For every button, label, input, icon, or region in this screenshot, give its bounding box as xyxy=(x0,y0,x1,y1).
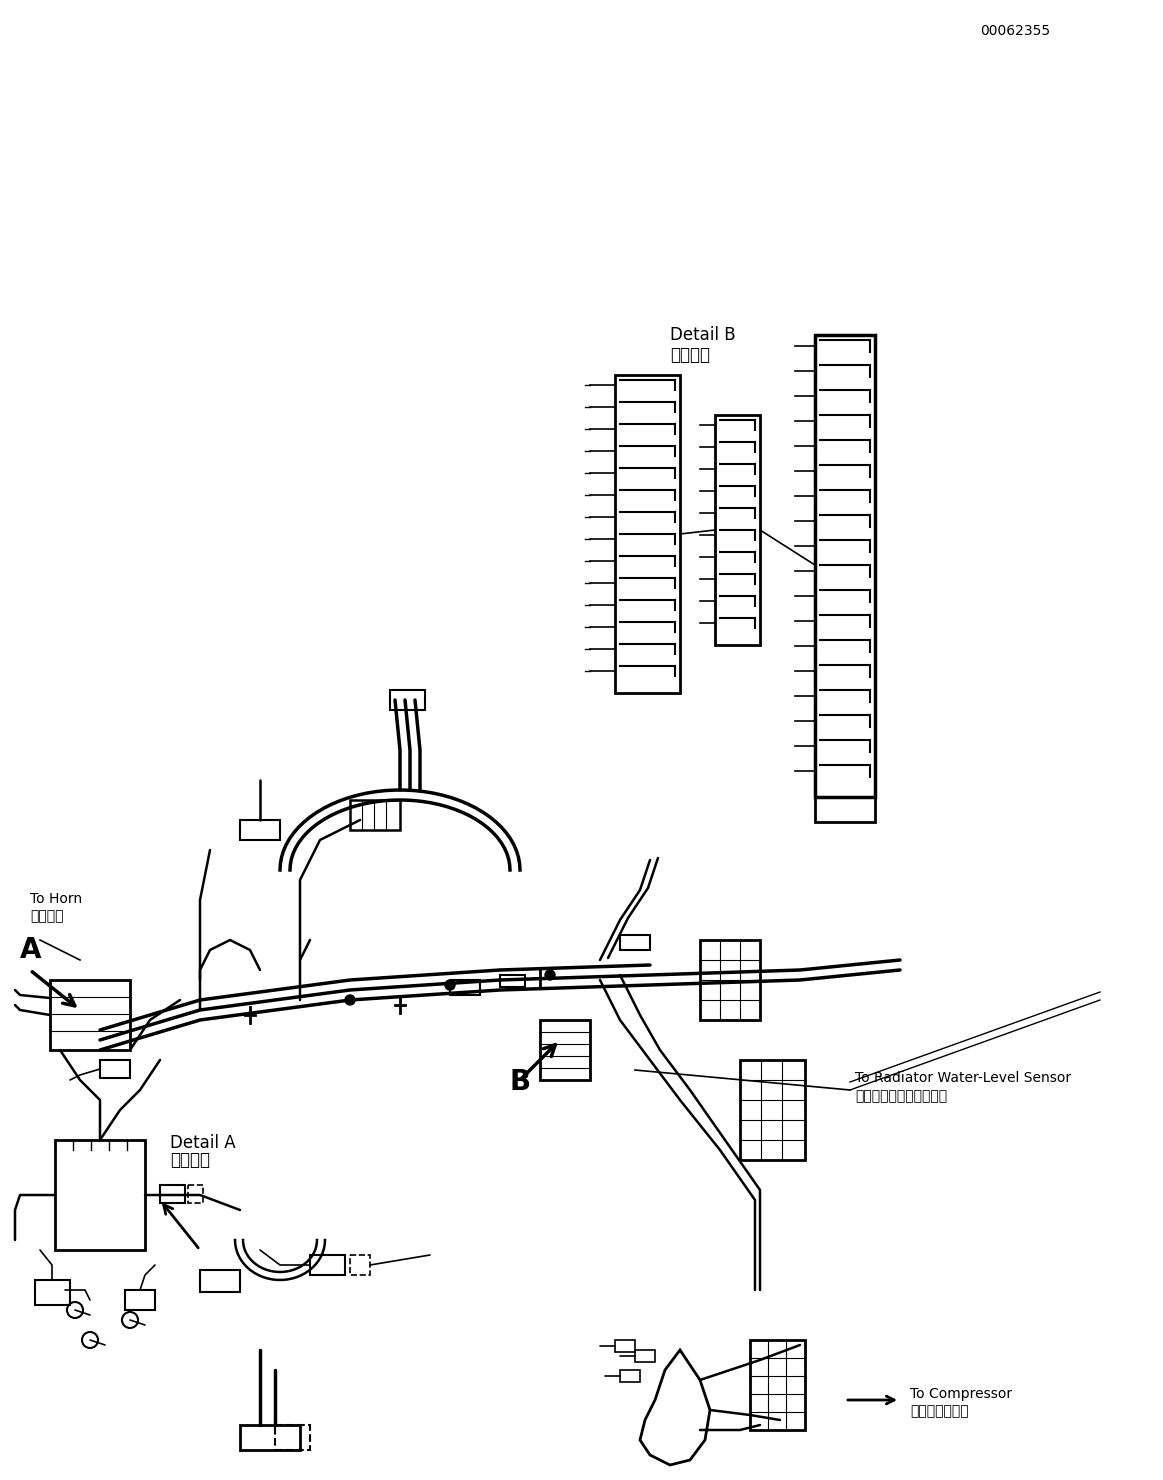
Text: To Compressor: To Compressor xyxy=(909,1387,1012,1402)
Text: ホーンへ: ホーンへ xyxy=(30,909,64,924)
Bar xyxy=(450,980,480,995)
Text: To Horn: To Horn xyxy=(30,892,83,906)
Bar xyxy=(55,1140,145,1251)
Text: B: B xyxy=(511,1069,531,1097)
Bar xyxy=(390,690,424,710)
Bar xyxy=(100,1060,130,1077)
Bar xyxy=(740,1060,805,1160)
Text: 00062355: 00062355 xyxy=(980,24,1050,38)
Text: Ｂ　詳細: Ｂ 詳細 xyxy=(670,346,709,364)
Bar xyxy=(715,414,759,645)
Bar xyxy=(274,1425,311,1450)
Bar xyxy=(620,935,650,950)
Bar xyxy=(500,975,525,987)
Bar xyxy=(750,1339,805,1430)
Bar xyxy=(815,334,875,798)
Bar xyxy=(350,1255,370,1274)
Bar xyxy=(635,1350,655,1362)
Text: ラジェータ水位センサへ: ラジェータ水位センサへ xyxy=(855,1089,947,1103)
Bar xyxy=(540,1020,590,1080)
Bar xyxy=(350,801,400,830)
Bar xyxy=(700,940,759,1020)
Bar xyxy=(50,980,130,1049)
Text: Ａ　詳細: Ａ 詳細 xyxy=(170,1151,211,1169)
Bar xyxy=(620,1370,640,1382)
Bar xyxy=(188,1185,204,1203)
Bar xyxy=(615,374,680,693)
Bar xyxy=(240,1425,300,1450)
Bar xyxy=(35,1280,70,1305)
Bar xyxy=(815,798,875,821)
Text: A: A xyxy=(20,935,42,963)
Text: コンプレッサへ: コンプレッサへ xyxy=(909,1405,969,1418)
Bar xyxy=(240,820,280,841)
Bar xyxy=(200,1270,240,1292)
Text: Detail A: Detail A xyxy=(170,1134,236,1151)
Circle shape xyxy=(445,980,455,990)
Text: To Radiator Water-Level Sensor: To Radiator Water-Level Sensor xyxy=(855,1072,1071,1085)
Bar xyxy=(615,1339,635,1353)
Circle shape xyxy=(345,995,355,1005)
Circle shape xyxy=(545,969,555,980)
Bar xyxy=(124,1291,155,1310)
Bar xyxy=(160,1185,185,1203)
Bar xyxy=(311,1255,345,1274)
Text: Detail B: Detail B xyxy=(670,326,736,343)
